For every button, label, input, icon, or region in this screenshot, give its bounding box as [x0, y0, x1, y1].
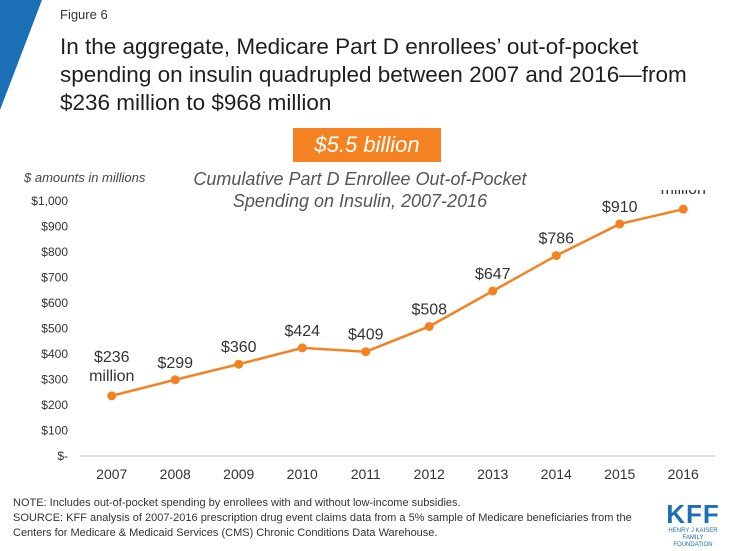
data-point [297, 343, 307, 353]
corner-accent-triangle [0, 0, 42, 110]
x-tick-label: 2015 [604, 466, 635, 482]
x-tick-label: 2014 [541, 466, 572, 482]
data-point [551, 251, 561, 261]
logo-sub-1: HENRY J KAISER [668, 528, 718, 534]
x-tick-label: 2016 [668, 466, 699, 482]
y-tick-label: $400 [41, 347, 68, 361]
x-tick-label: 2007 [96, 466, 127, 482]
data-point [678, 204, 688, 214]
x-tick-label: 2012 [414, 466, 445, 482]
figure-label: Figure 6 [60, 7, 108, 22]
y-tick-label: $600 [41, 296, 68, 310]
data-label: $409 [348, 327, 384, 344]
line-chart: $- $100 $200 $300 $400 $500 $600 $700 $800 $900 $1… [31, 190, 715, 482]
data-point [361, 347, 371, 357]
data-label: $360 [221, 339, 257, 356]
data-label: $910 [602, 199, 638, 216]
y-tick-label: $- [57, 449, 68, 463]
x-tick-label: 2013 [477, 466, 508, 482]
y-tick-label: $700 [41, 271, 68, 285]
data-point [234, 359, 244, 369]
y-tick-label: $1,000 [31, 194, 68, 208]
x-tick-label: 2009 [223, 466, 254, 482]
footer-note: NOTE: Includes out-of-pocket spending by… [13, 497, 461, 509]
data-point [488, 286, 498, 296]
data-label: $508 [411, 301, 447, 318]
data-label: $236 million [89, 349, 134, 385]
units-note: $ amounts in millions [24, 170, 146, 185]
footer-source: SOURCE: KFF analysis of 2007-2016 prescr… [13, 512, 632, 539]
x-tick-label: 2010 [287, 466, 318, 482]
data-label: $786 [538, 231, 574, 248]
y-tick-label: $100 [41, 424, 68, 438]
data-label: $299 [157, 355, 193, 372]
footer: NOTE: Includes out-of-pocket spending by… [13, 496, 653, 541]
series-line [111, 207, 684, 398]
logo-sub-2: FAMILY FOUNDATION [673, 535, 713, 548]
logo-main: KFF [666, 499, 720, 529]
kff-logo: KFF HENRY J KAISER FAMILY FOUNDATION [663, 500, 723, 549]
y-tick-label: $500 [41, 322, 68, 336]
y-tick-label: $900 [41, 220, 68, 234]
x-tick-label: 2008 [160, 466, 191, 482]
data-label: $647 [475, 266, 511, 283]
data-label: $424 [284, 323, 320, 340]
data-point [615, 219, 625, 229]
total-badge: $5.5 billion [293, 128, 441, 162]
page-title: In the aggregate, Medicare Part D enroll… [60, 34, 687, 115]
data-point [107, 391, 117, 401]
y-tick-label: $300 [41, 373, 68, 387]
data-point [170, 375, 180, 385]
y-tick-label: $200 [41, 398, 68, 412]
data-point [424, 321, 434, 331]
chart-title: Cumulative Part D Enrollee Out-of-Pocket… [193, 169, 527, 211]
x-tick-label: 2011 [351, 466, 381, 482]
y-tick-label: $800 [41, 245, 68, 259]
